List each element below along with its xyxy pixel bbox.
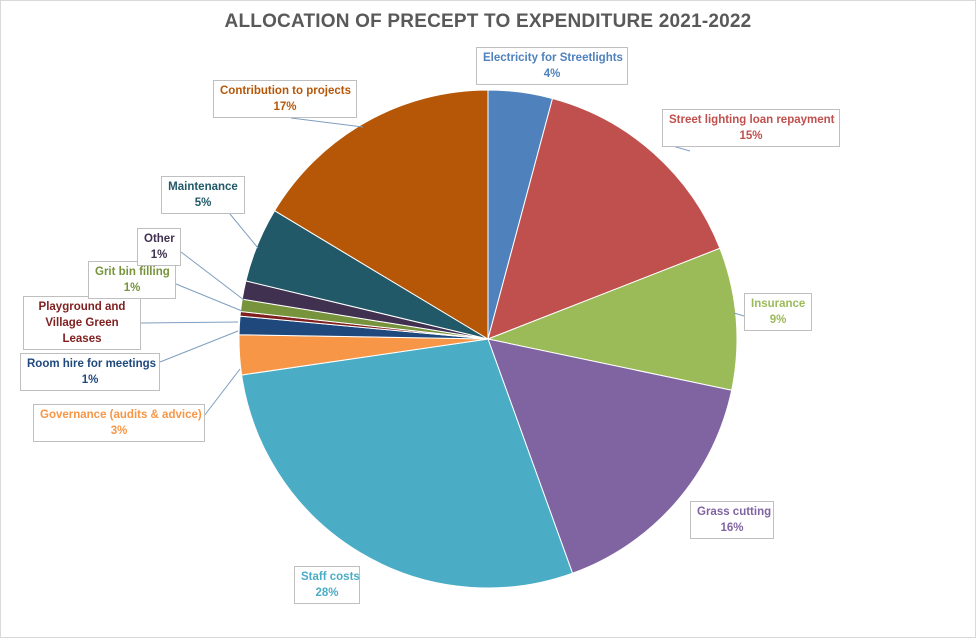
pie-slice-contribution-to-projects: [273, 89, 489, 340]
data-label-grass-cutting: Grass cutting 16%: [690, 501, 774, 539]
data-label-value: 1%: [123, 282, 141, 294]
leader-line: [140, 321, 239, 324]
data-label-contribution-to-projects: Contribution to projects 17%: [213, 80, 357, 118]
leader-line: [203, 368, 241, 417]
leader-line: [180, 251, 245, 301]
data-label-governance-audits-advice: Governance (audits & advice) 3%: [33, 404, 205, 442]
data-label-value: 15%: [739, 130, 763, 142]
data-label-staff-costs: Staff costs 28%: [294, 566, 360, 604]
data-label-name: Staff costs: [301, 571, 360, 583]
leader-line: [175, 283, 243, 312]
data-label-insurance: Insurance 9%: [744, 293, 812, 331]
data-label-name: Playground and Village Green Leases: [38, 301, 126, 345]
pie-slice-staff-costs: [241, 338, 574, 589]
data-label-room-hire-for-meetings: Room hire for meetings 1%: [20, 353, 160, 391]
pie-slice-street-lighting-loan-repayment: [487, 97, 721, 340]
leader-line: [159, 330, 239, 363]
data-label-value: 1%: [150, 249, 168, 261]
data-label-electricity-for-streetlights: Electricity for Streetlights 4%: [476, 47, 628, 85]
data-label-maintenance: Maintenance 5%: [161, 176, 245, 214]
data-label-name: Other: [144, 233, 175, 245]
data-label-street-lighting-loan-repayment: Street lighting loan repayment 15%: [662, 109, 840, 147]
leader-line: [290, 117, 364, 128]
data-label-other: Other 1%: [137, 228, 181, 266]
data-label-value: 1%: [81, 374, 99, 386]
data-label-name: Governance (audits & advice): [40, 409, 202, 421]
data-label-value: 3%: [110, 425, 128, 437]
chart-title: ALLOCATION OF PRECEPT TO EXPENDITURE 202…: [224, 11, 752, 32]
data-label-name: Grit bin filling: [95, 266, 170, 278]
pie-slice-grass-cutting: [487, 338, 733, 574]
data-label-value: 28%: [315, 587, 339, 599]
leader-line: [229, 213, 259, 249]
data-label-grit-bin-filling: Grit bin filling 1%: [88, 261, 176, 299]
data-label-name: Contribution to projects: [220, 85, 351, 97]
data-label-name: Insurance: [751, 298, 806, 310]
data-label-name: Grass cutting: [697, 506, 772, 518]
data-label-playground-and-village-green-leases: Playground and Village Green Leases: [23, 296, 141, 350]
data-label-value: 16%: [720, 522, 744, 534]
data-label-value: 4%: [543, 68, 561, 80]
data-label-name: Electricity for Streetlights: [483, 52, 623, 64]
data-label-name: Maintenance: [168, 181, 238, 193]
data-label-name: Street lighting loan repayment: [669, 114, 835, 126]
data-label-value: 17%: [273, 101, 297, 113]
pie-slice-insurance: [486, 247, 738, 391]
data-label-value: 9%: [769, 314, 787, 326]
data-label-value: 5%: [194, 197, 212, 209]
data-label-name: Room hire for meetings: [27, 358, 157, 370]
leader-line: [733, 312, 745, 317]
